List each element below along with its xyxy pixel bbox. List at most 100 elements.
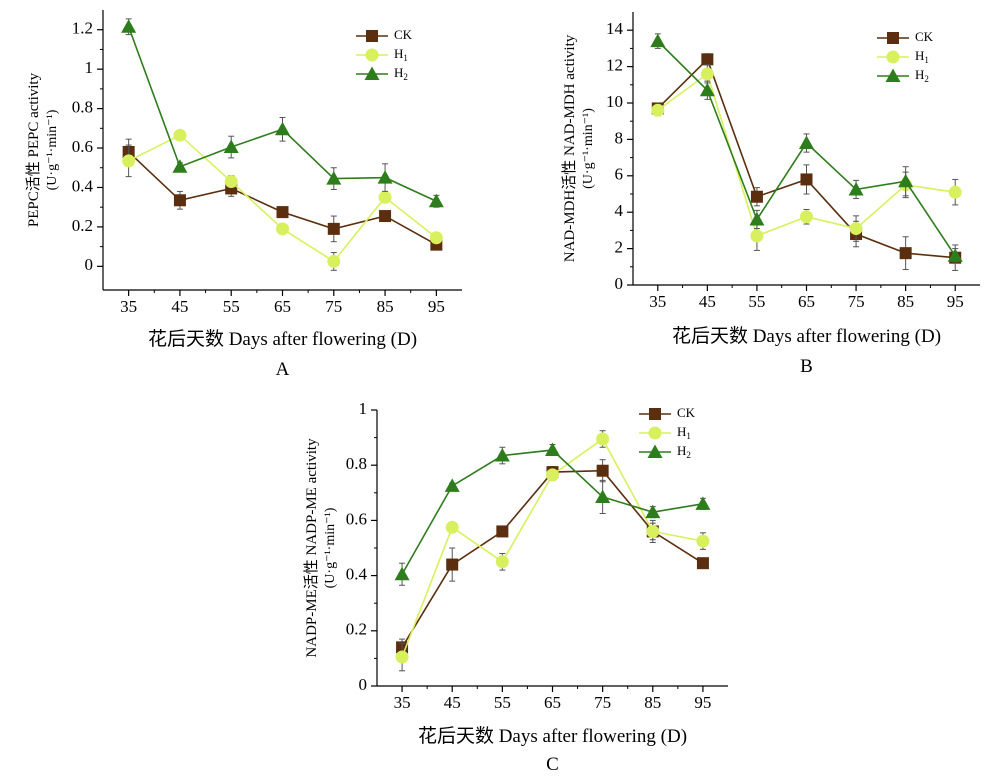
series-ck [652,53,961,270]
y-tick-label: 10 [606,92,623,111]
panel-label-a: A [276,359,290,380]
x-tick-label: 75 [848,292,865,311]
y-tick-label: 0.2 [72,216,93,235]
panel-label-c: C [546,754,559,775]
y-tick-label: 12 [606,56,623,75]
y-axis-unit: (U·g⁻¹·min⁻¹) [581,108,596,189]
x-tick-label: 85 [644,693,661,712]
data-point-ck [900,247,912,259]
data-point-h2 [695,496,710,510]
legend-marker-ck [887,32,899,44]
data-point-h1 [696,535,709,548]
data-point-h1 [225,175,238,188]
x-tick-label: 65 [798,292,815,311]
data-point-h1 [379,191,392,204]
legend: CK H1 H2 [877,29,934,84]
data-point-ck [597,465,609,477]
x-tick-label: 35 [120,297,137,316]
x-tick-label: 65 [274,297,291,316]
data-point-ck [496,525,508,537]
x-tick-label: 55 [223,297,240,316]
y-tick-label: 0.2 [346,620,367,639]
x-tick-label: 75 [325,297,342,316]
data-point-h1 [327,255,340,268]
data-point-h1 [701,67,714,80]
data-point-h1 [596,432,609,445]
figure-canvas: 0 0.2 0.4 0.6 0.8 1 1.2 35 45 55 65 75 85 95 花后天数 Days… [0,0,1000,781]
x-tick-label: 45 [444,693,461,712]
y-tick-label: 8 [615,128,624,147]
data-point-ck [277,206,289,218]
x-tick-label: 95 [947,292,964,311]
y-axis-unit: (U·g⁻¹·min⁻¹) [323,507,338,588]
y-tick-label: 0.6 [346,509,367,528]
series-ck [396,460,709,656]
legend-label-h2: H2 [915,67,929,84]
y-tick-label: 1.2 [72,19,93,38]
data-point-h1 [750,229,763,242]
data-point-h1 [850,222,863,235]
data-point-ck [697,557,709,569]
legend-label-h2: H2 [394,65,408,82]
data-point-h2 [429,194,444,208]
data-point-h2 [378,170,393,184]
chart-panel-c: 0 0.2 0.4 0.6 0.8 1 35 45 55 65 75 85 95 花后天数 Days af… [303,399,728,775]
x-tick-label: 85 [897,292,914,311]
legend-marker-ck [649,408,661,420]
panel-label-b: B [800,356,813,377]
data-point-h2 [898,174,913,188]
x-tick-label: 85 [377,297,394,316]
legend-marker-ck [366,30,378,42]
x-tick-label: 95 [694,693,711,712]
x-tick-label: 45 [699,292,716,311]
legend-label-ck: CK [915,29,934,44]
legend-marker-h1 [649,427,662,440]
x-tick-label: 65 [544,693,561,712]
data-point-h2 [395,567,410,581]
y-tick-label: 4 [615,201,624,220]
y-tick-label: 0.4 [346,565,368,584]
data-point-h2 [545,443,560,457]
data-point-h2 [445,478,460,492]
y-tick-label: 6 [615,165,624,184]
data-point-h2 [172,159,187,173]
y-tick-label: 1 [359,399,368,418]
y-tick-label: 0.4 [72,176,94,195]
data-point-h1 [276,222,289,235]
y-axis-title: PEPC活性 PEPC activity [25,72,42,227]
data-point-h1 [949,186,962,199]
x-axis-title: 花后天数 Days after flowering (D) [148,328,417,350]
data-point-ck [328,223,340,235]
data-point-ck [446,559,458,571]
legend-marker-h1 [366,49,379,62]
legend-label-ck: CK [394,27,413,42]
data-point-ck [801,173,813,185]
chart-panel-a: 0 0.2 0.4 0.6 0.8 1 1.2 35 45 55 65 75 85 95 花后天数 Days… [25,10,462,380]
chart-panel-b: 0 2 4 6 8 10 12 14 35 45 55 65 75 85 95 花后天数 Days after… [561,12,980,377]
legend-label-ck: CK [677,405,696,420]
data-point-h1 [396,651,409,664]
x-tick-label: 35 [394,693,411,712]
x-axis-title: 花后天数 Days after flowering (D) [672,325,941,347]
data-point-h1 [430,231,443,244]
series-h2 [395,443,711,586]
legend-label-h1: H1 [915,48,929,65]
legend-label-h1: H1 [394,46,408,63]
series-h1 [122,129,443,271]
data-point-h1 [651,104,664,117]
data-point-h1 [173,129,186,142]
y-axis-title: NAD-MDH活性 NAD-MDH activity [561,34,578,262]
y-tick-label: 1 [85,58,94,77]
legend: CK H1 H2 [356,27,413,82]
series-line-h2 [129,27,437,202]
x-tick-label: 95 [428,297,445,316]
y-tick-label: 0.8 [72,97,93,116]
data-point-h2 [121,19,136,33]
y-axis-unit: (U·g⁻¹·min⁻¹) [45,109,60,190]
y-axis-title: NADP-ME活性 NADP-ME activity [303,438,320,658]
y-tick-label: 0 [615,274,624,293]
data-point-h2 [224,140,239,154]
legend-label-h1: H1 [677,424,691,441]
data-point-ck [379,210,391,222]
x-tick-label: 35 [649,292,666,311]
